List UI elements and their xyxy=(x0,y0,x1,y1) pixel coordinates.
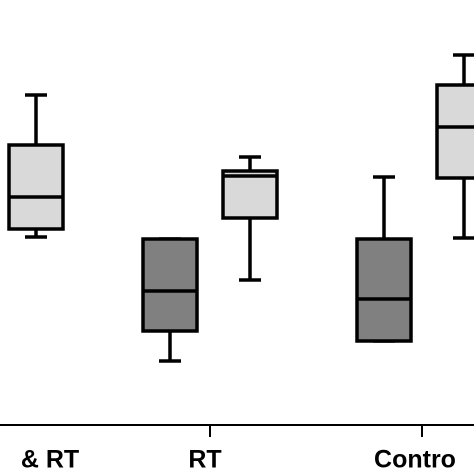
x-tick-label: Contro xyxy=(374,446,456,474)
box xyxy=(221,169,279,220)
box xyxy=(7,143,65,231)
box xyxy=(435,83,474,180)
box xyxy=(355,237,413,343)
x-tick-label: RT xyxy=(188,446,221,474)
box xyxy=(141,237,199,333)
x-tick-label: & RT xyxy=(21,446,79,474)
